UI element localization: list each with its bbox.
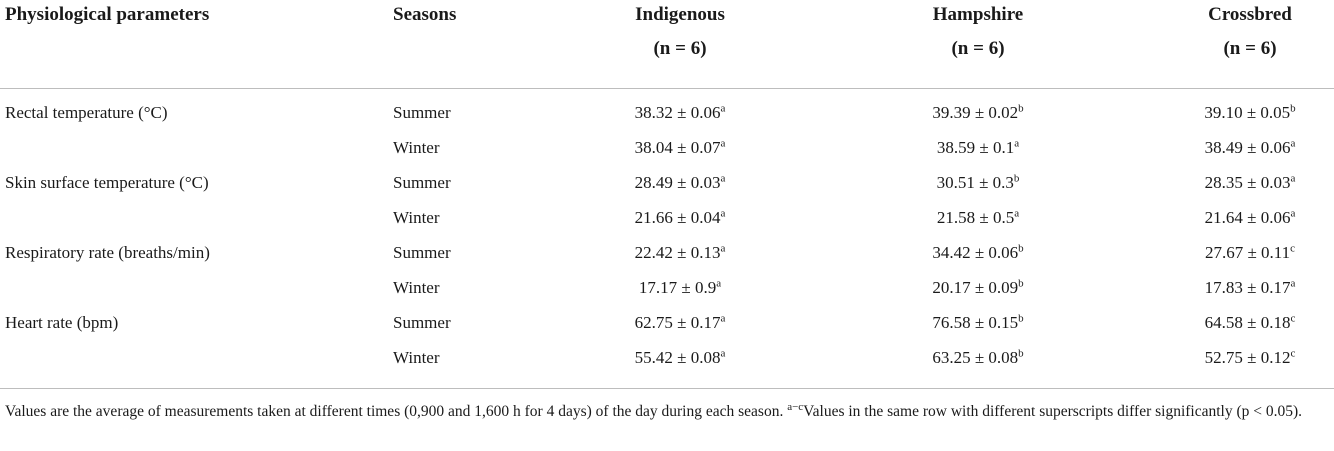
cell-value: 28.35 ± 0.03	[1204, 173, 1291, 192]
cell: 64.58 ± 0.18c	[1205, 312, 1296, 334]
cell: 21.64 ± 0.06a	[1205, 207, 1296, 229]
parameter: Skin surface temperature (°C)	[5, 173, 209, 192]
column-header: Hampshire	[932, 4, 1024, 25]
cell-value: 52.75 ± 0.12	[1204, 348, 1291, 367]
cell-superscript: b	[1018, 312, 1024, 325]
cell-superscript: a	[720, 102, 726, 115]
cell-superscript: a	[720, 347, 726, 360]
cell-value: 62.75 ± 0.17	[634, 313, 721, 332]
cell: 34.42 ± 0.06b	[932, 242, 1023, 264]
cell-superscript: a	[720, 172, 726, 185]
cell-superscript: a	[720, 312, 726, 325]
column-header: Crossbred	[1208, 4, 1292, 25]
column-header: Indigenous	[635, 4, 725, 25]
cell-superscript: a	[1290, 277, 1296, 290]
cell-value: 22.42 ± 0.13	[634, 243, 721, 262]
cell-value: 30.51 ± 0.3	[936, 173, 1014, 192]
cell-value: 21.58 ± 0.5	[936, 208, 1015, 227]
cell-superscript: a	[1290, 137, 1296, 150]
cell-value: 38.49 ± 0.06	[1204, 138, 1291, 157]
cell-value: 20.17 ± 0.09	[932, 278, 1019, 297]
cell-value: 39.39 ± 0.02	[932, 103, 1019, 122]
footnote-sup: a−c	[787, 400, 804, 413]
cell-value: 64.58 ± 0.18	[1204, 313, 1291, 332]
cell: 39.39 ± 0.02b	[932, 102, 1023, 124]
cell-value: 27.67 ± 0.11	[1204, 243, 1291, 262]
cell: 28.49 ± 0.03a	[635, 172, 726, 194]
cell-value: 39.10 ± 0.05	[1204, 103, 1291, 122]
cell-value: 21.64 ± 0.06	[1204, 208, 1291, 227]
cell: 17.83 ± 0.17a	[1205, 277, 1296, 299]
cell: 38.49 ± 0.06a	[1205, 137, 1296, 159]
season: Summer	[393, 173, 451, 192]
footnote: Values are the average of measurements t…	[5, 400, 1330, 424]
cell: 39.10 ± 0.05b	[1204, 102, 1295, 124]
cell-superscript: a	[1014, 207, 1020, 220]
cell-superscript: b	[1018, 102, 1024, 115]
cell-superscript: b	[1018, 347, 1024, 360]
season: Winter	[393, 138, 440, 157]
parameter: Heart rate (bpm)	[5, 313, 119, 332]
parameter: Rectal temperature (°C)	[5, 103, 168, 122]
cell-superscript: a	[716, 277, 722, 290]
cell-value: 28.49 ± 0.03	[634, 173, 721, 192]
column-subheader: (n = 6)	[653, 38, 707, 59]
season: Summer	[393, 243, 451, 262]
cell-superscript: a	[720, 137, 726, 150]
column-subheader: (n = 6)	[1223, 38, 1277, 59]
cell-value: 38.59 ± 0.1	[936, 138, 1015, 157]
bottom-rule	[0, 388, 1334, 389]
season: Summer	[393, 103, 451, 122]
column-subheader: (n = 6)	[951, 38, 1005, 59]
cell: 38.32 ± 0.06a	[635, 102, 726, 124]
parameter: Respiratory rate (breaths/min)	[5, 243, 210, 262]
cell-superscript: a	[1290, 172, 1296, 185]
cell: 38.04 ± 0.07a	[635, 137, 726, 159]
cell-value: 55.42 ± 0.08	[634, 348, 721, 367]
footnote-text: Values are the average of measurements t…	[5, 403, 788, 420]
season: Winter	[393, 208, 440, 227]
cell-value: 17.17 ± 0.9	[638, 278, 717, 297]
cell: 52.75 ± 0.12c	[1205, 347, 1296, 369]
cell: 20.17 ± 0.09b	[932, 277, 1023, 299]
cell-superscript: b	[1290, 102, 1296, 115]
cell: 21.66 ± 0.04a	[635, 207, 726, 229]
cell: 28.35 ± 0.03a	[1205, 172, 1296, 194]
cell-superscript: a	[720, 242, 726, 255]
cell-value: 17.83 ± 0.17	[1204, 278, 1291, 297]
cell: 55.42 ± 0.08a	[635, 347, 726, 369]
cell-superscript: b	[1018, 277, 1024, 290]
footnote-text: Values in the same row with different su…	[803, 403, 1303, 420]
season: Winter	[393, 348, 440, 367]
cell: 22.42 ± 0.13a	[635, 242, 726, 264]
cell: 38.59 ± 0.1a	[937, 137, 1019, 159]
cell: 21.58 ± 0.5a	[937, 207, 1019, 229]
cell-superscript: b	[1013, 172, 1020, 185]
cell: 63.25 ± 0.08b	[932, 347, 1023, 369]
cell: 76.58 ± 0.15b	[932, 312, 1023, 334]
cell-value: 76.58 ± 0.15	[932, 313, 1019, 332]
header-rule	[0, 88, 1334, 89]
cell-superscript: a	[720, 207, 726, 220]
cell-value: 38.32 ± 0.06	[634, 103, 721, 122]
season: Summer	[393, 313, 451, 332]
cell-superscript: c	[1290, 347, 1296, 360]
cell: 17.17 ± 0.9a	[639, 277, 721, 299]
cell-superscript: a	[1290, 207, 1296, 220]
cell-superscript: c	[1290, 242, 1296, 255]
column-header: Seasons	[393, 4, 457, 25]
cell-value: 34.42 ± 0.06	[932, 243, 1019, 262]
cell-value: 38.04 ± 0.07	[634, 138, 721, 157]
cell-value: 21.66 ± 0.04	[634, 208, 721, 227]
cell: 27.67 ± 0.11c	[1205, 242, 1295, 264]
cell-superscript: c	[1290, 312, 1296, 325]
cell-superscript: b	[1018, 242, 1024, 255]
cell: 30.51 ± 0.3b	[937, 172, 1020, 194]
column-header: Physiological parameters	[5, 4, 210, 25]
cell: 62.75 ± 0.17a	[635, 312, 726, 334]
cell-superscript: a	[1014, 137, 1020, 150]
season: Winter	[393, 278, 440, 297]
cell-value: 63.25 ± 0.08	[932, 348, 1019, 367]
